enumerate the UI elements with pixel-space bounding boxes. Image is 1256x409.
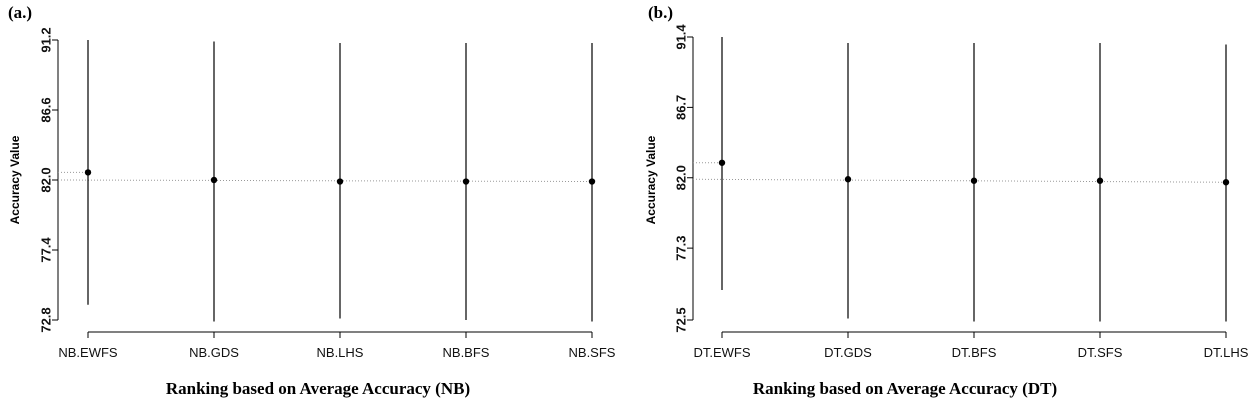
- y-tick-label: 82.0: [38, 167, 53, 192]
- x-tick-label: NB.SFS: [569, 345, 616, 360]
- y-tick-label: 86.6: [38, 97, 53, 122]
- y-tick-label: 72.8: [38, 307, 53, 332]
- chart-panel: (a.) 72.8 77.4 82.0 86.6 91.2 Accuracy Value NB…: [8, 3, 616, 398]
- x-tick-label: DT.BFS: [952, 345, 997, 360]
- reference-line: [692, 178, 1227, 183]
- y-axis-label: Accuracy Value: [644, 135, 658, 224]
- chart-panel: (b.) 72.5 77.3 82.0 86.7 91.4 Accuracy Value DT…: [644, 3, 1249, 398]
- x-tick-label: NB.LHS: [317, 345, 364, 360]
- y-tick-label: 91.2: [38, 27, 53, 52]
- x-tick-label: DT.LHS: [1204, 345, 1249, 360]
- data-point: [844, 176, 852, 183]
- x-tick-label: DT.GDS: [824, 345, 872, 360]
- y-tick-label: 77.3: [673, 235, 688, 260]
- data-point: [718, 159, 726, 166]
- x-tick-label: DT.EWFS: [693, 345, 750, 360]
- y-tick-label: 86.7: [673, 95, 688, 120]
- x-axis-label: Ranking based on Average Accuracy (NB): [166, 379, 470, 398]
- x-tick-label: NB.GDS: [189, 345, 239, 360]
- x-tick-label: NB.BFS: [443, 345, 490, 360]
- data-point: [84, 169, 92, 176]
- data-point: [210, 176, 218, 184]
- x-axis-label: Ranking based on Average Accuracy (DT): [753, 379, 1057, 398]
- data-point: [1096, 177, 1104, 184]
- data-point: [1222, 179, 1230, 186]
- data-point: [462, 178, 470, 185]
- data-point: [336, 178, 344, 185]
- y-axis-label: Accuracy Value: [8, 135, 22, 224]
- y-tick-label: 82.0: [673, 165, 688, 190]
- y-tick-label: 72.5: [673, 307, 688, 332]
- data-point: [970, 177, 978, 184]
- x-tick-label: NB.EWFS: [58, 345, 118, 360]
- panel-label: (b.): [648, 3, 673, 22]
- y-tick-label: 77.4: [38, 237, 53, 263]
- y-tick-label: 91.4: [673, 24, 688, 50]
- reference-line: [57, 179, 593, 183]
- panel-label: (a.): [8, 3, 32, 22]
- x-tick-label: DT.SFS: [1078, 345, 1123, 360]
- data-point: [588, 178, 596, 185]
